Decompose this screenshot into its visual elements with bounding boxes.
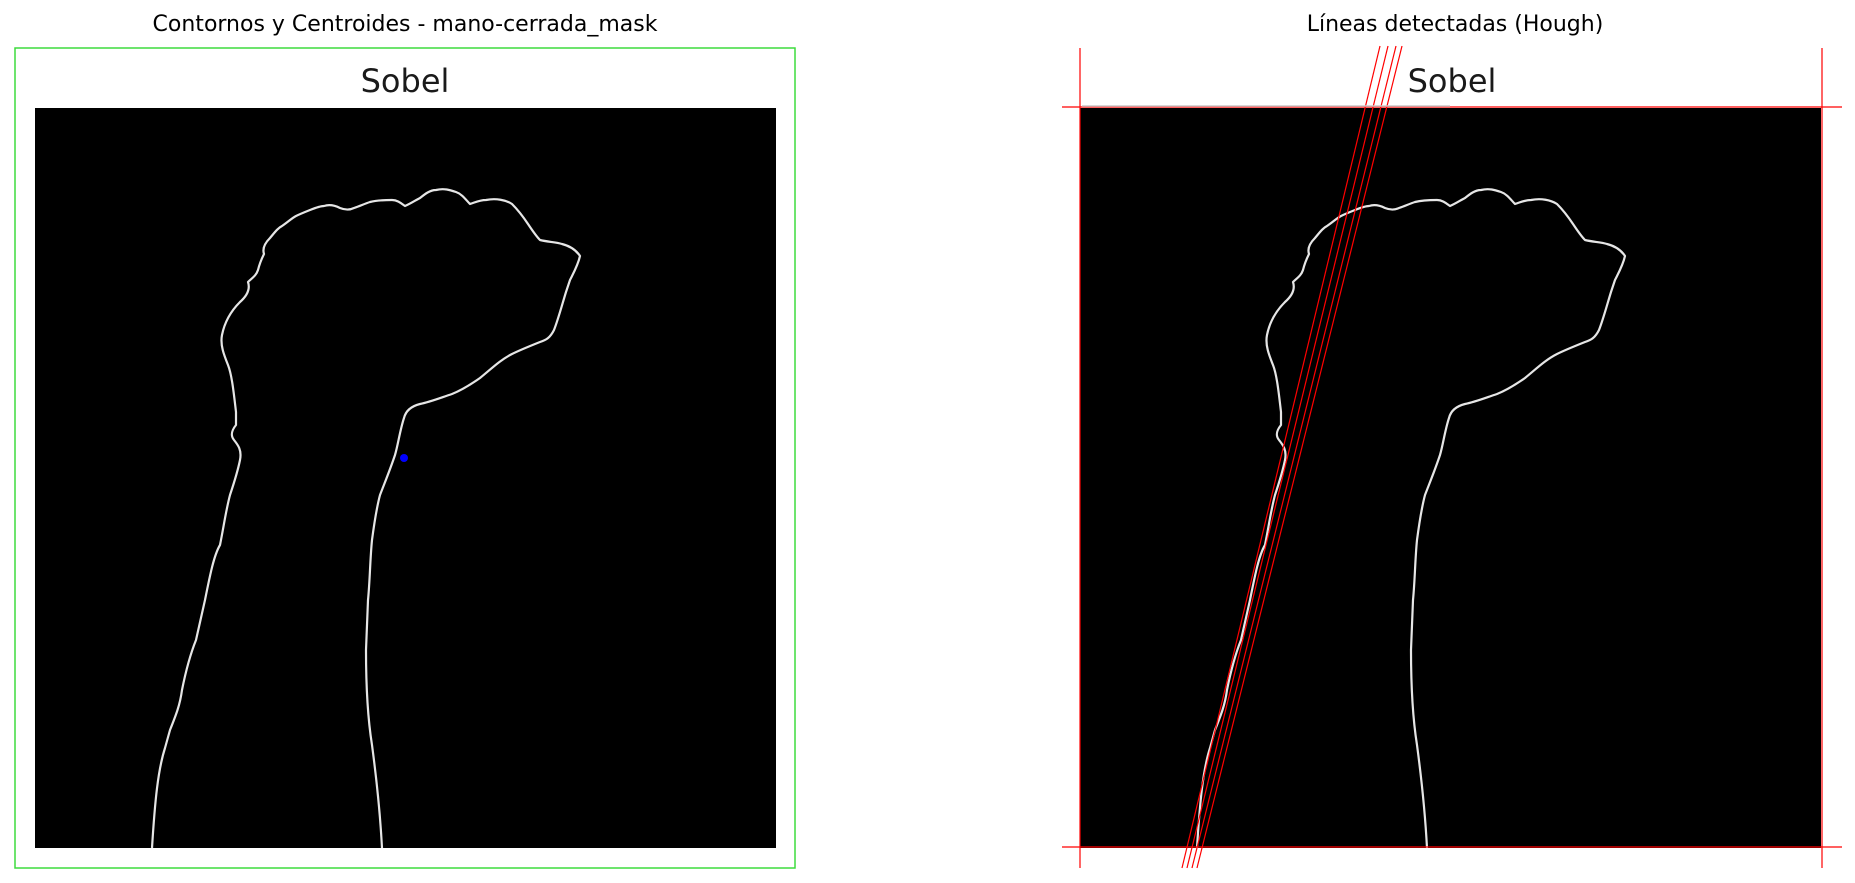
right-panel: Sobel bbox=[1062, 45, 1842, 869]
centroid-marker bbox=[400, 454, 408, 462]
left-inner-title: Sobel bbox=[361, 62, 450, 100]
right-inner-title: Sobel bbox=[1408, 62, 1497, 100]
right-edge-image bbox=[1080, 108, 1821, 848]
left-panel-title: Contornos y Centroides - mano-cerrada_ma… bbox=[152, 12, 658, 37]
left-panel: Sobel bbox=[14, 47, 796, 869]
hough-line-diagonal-1 bbox=[1181, 45, 1381, 869]
hough-line-diagonal-4 bbox=[1196, 45, 1403, 869]
hough-line-diagonal-2 bbox=[1186, 45, 1389, 869]
right-panel-title: Líneas detectadas (Hough) bbox=[1306, 12, 1604, 37]
hough-lines bbox=[1062, 45, 1842, 869]
hough-line-diagonal-3 bbox=[1191, 45, 1397, 869]
hand-edge-contour bbox=[150, 188, 582, 849]
left-edge-image bbox=[35, 108, 776, 848]
left-bounding-box bbox=[14, 47, 796, 869]
